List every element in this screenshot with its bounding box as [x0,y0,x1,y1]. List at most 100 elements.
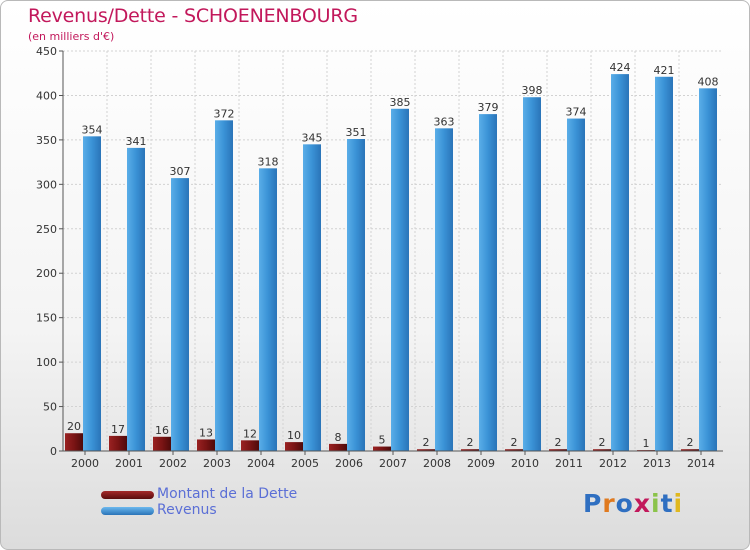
chart-subtitle: (en milliers d'€) [28,30,115,43]
x-tick-label: 2012 [599,457,627,470]
data-label-revenus: 408 [698,75,719,88]
logo-letter: i [651,489,661,518]
y-tick-label: 450 [36,45,57,58]
logo-letter: P [583,489,603,518]
logo-letter: o [615,489,634,518]
bar-dette [593,449,611,451]
bar-revenus [699,88,717,451]
bar-revenus [303,144,321,452]
x-tick-label: 2010 [511,457,539,470]
bar-revenus [567,118,585,452]
data-label-revenus: 372 [214,107,235,120]
x-tick-label: 2009 [467,457,495,470]
bar-dette [505,449,523,451]
x-tick-label: 2001 [115,457,143,470]
labels-layer: 0 50 100 150 200 250 300 350 400 450 20 354 2000 17 34… [36,45,719,470]
x-tick-label: 2002 [159,457,187,470]
data-label-dette: 8 [335,431,342,444]
logo-letter: i [673,489,684,518]
bar-dette [681,449,699,451]
x-tick-label: 2007 [379,457,407,470]
bar-revenus [611,74,629,451]
bar-dette [109,435,127,451]
data-label-dette: 13 [199,426,213,439]
logo-letter: r [602,489,616,518]
data-label-dette: 5 [379,434,386,447]
data-label-revenus: 341 [126,135,147,148]
logo-letter: t [660,489,674,518]
bar-revenus [391,108,409,452]
y-tick-label: 250 [36,223,57,236]
bar-revenus [435,128,453,451]
axes-layer [59,50,723,455]
data-label-revenus: 424 [610,61,631,74]
bar-revenus [347,139,365,451]
data-label-revenus: 363 [434,115,455,128]
bar-dette [329,443,347,451]
x-tick-label: 2006 [335,457,363,470]
legend-swatch-revenus [101,507,154,515]
data-label-dette: 12 [243,427,257,440]
bar-revenus [215,120,233,451]
data-label-revenus: 318 [258,155,279,168]
y-tick-label: 300 [36,178,57,191]
data-label-dette: 2 [467,436,474,449]
data-label-revenus: 307 [170,165,191,178]
bar-revenus [523,97,541,451]
data-label-revenus: 379 [478,101,499,114]
bar-dette [417,449,435,451]
data-label-dette: 20 [67,420,81,433]
data-label-dette: 2 [599,436,606,449]
data-label-dette: 2 [687,436,694,449]
y-tick-label: 100 [36,356,57,369]
bar-revenus [655,76,673,452]
legend-label-dette: Montant de la Dette [157,486,298,502]
data-label-revenus: 398 [522,84,543,97]
bar-dette [241,440,259,451]
data-label-dette: 16 [155,424,169,437]
legend-swatch-dette [101,491,154,499]
x-tick-label: 2005 [291,457,319,470]
bars-layer [65,74,717,452]
data-label-revenus: 345 [302,131,323,144]
x-tick-label: 2003 [203,457,231,470]
data-label-dette: 1 [643,437,650,450]
bar-revenus [127,147,145,451]
x-tick-label: 2014 [687,457,715,470]
data-label-dette: 2 [423,436,430,449]
data-label-revenus: 374 [566,106,587,119]
bar-dette [549,449,567,451]
bar-revenus [479,114,497,451]
y-tick-label: 400 [36,89,57,102]
y-tick-label: 200 [36,267,57,280]
data-label-revenus: 385 [390,96,411,109]
data-label-revenus: 351 [346,126,367,139]
data-label-dette: 2 [555,436,562,449]
bar-dette [373,446,391,451]
data-label-revenus: 421 [654,64,675,77]
y-tick-label: 150 [36,312,57,325]
chart-title: Revenus/Dette - SCHOENENBOURG [28,5,358,27]
bar-dette [285,442,303,451]
bar-dette [461,449,479,451]
y-tick-label: 50 [43,401,57,414]
bar-dette [65,433,83,451]
y-tick-label: 350 [36,134,57,147]
data-label-dette: 10 [287,429,301,442]
data-label-revenus: 354 [82,123,103,136]
data-label-dette: 2 [511,436,518,449]
x-tick-label: 2004 [247,457,275,470]
x-tick-label: 2013 [643,457,671,470]
bar-revenus [83,136,101,452]
y-tick-label: 0 [50,445,57,458]
logo-letter: x [633,489,651,518]
proxiti-logo: Proxiti [583,489,683,518]
x-tick-label: 2011 [555,457,583,470]
x-tick-label: 2000 [71,457,99,470]
legend-label-revenus: Revenus [157,502,217,518]
data-label-dette: 17 [111,423,125,436]
bar-revenus [171,178,189,451]
bar-dette [153,436,171,451]
